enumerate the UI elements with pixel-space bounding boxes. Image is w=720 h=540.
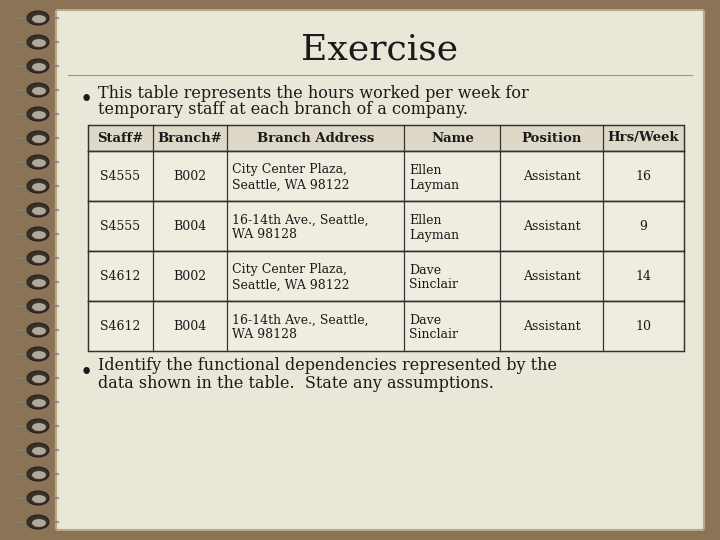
FancyBboxPatch shape: [56, 10, 704, 530]
Text: Dave: Dave: [410, 314, 441, 327]
Ellipse shape: [32, 423, 46, 431]
Ellipse shape: [27, 467, 49, 481]
Ellipse shape: [27, 203, 49, 217]
Text: 9: 9: [640, 219, 647, 233]
Ellipse shape: [27, 323, 49, 337]
Text: •: •: [80, 89, 94, 111]
Text: Name: Name: [431, 132, 474, 145]
Text: B004: B004: [174, 320, 207, 333]
FancyBboxPatch shape: [88, 201, 684, 251]
Text: 16-14th Ave., Seattle,: 16-14th Ave., Seattle,: [232, 314, 369, 327]
Text: Exercise: Exercise: [302, 33, 459, 67]
Text: 10: 10: [636, 320, 652, 333]
Text: City Center Plaza,: City Center Plaza,: [232, 264, 347, 276]
Ellipse shape: [27, 59, 49, 73]
Ellipse shape: [27, 299, 49, 313]
Text: S4612: S4612: [100, 320, 140, 333]
Ellipse shape: [27, 11, 49, 25]
Text: Branch#: Branch#: [158, 132, 222, 145]
Ellipse shape: [27, 419, 49, 433]
Text: temporary staff at each branch of a company.: temporary staff at each branch of a comp…: [98, 102, 468, 118]
Ellipse shape: [32, 159, 46, 167]
Ellipse shape: [27, 371, 49, 385]
Text: Sinclair: Sinclair: [410, 279, 459, 292]
Text: City Center Plaza,: City Center Plaza,: [232, 164, 347, 177]
Ellipse shape: [32, 63, 46, 71]
Ellipse shape: [32, 303, 46, 311]
Text: 16-14th Ave., Seattle,: 16-14th Ave., Seattle,: [232, 213, 369, 226]
Text: Ellen: Ellen: [410, 213, 442, 226]
Ellipse shape: [27, 131, 49, 145]
Ellipse shape: [27, 515, 49, 529]
Text: Seattle, WA 98122: Seattle, WA 98122: [232, 279, 350, 292]
Ellipse shape: [27, 179, 49, 193]
Ellipse shape: [27, 347, 49, 361]
Text: B004: B004: [174, 219, 207, 233]
Text: Ellen: Ellen: [410, 164, 442, 177]
FancyBboxPatch shape: [88, 125, 684, 151]
Text: Layman: Layman: [410, 179, 459, 192]
Ellipse shape: [32, 519, 46, 527]
Text: B002: B002: [174, 269, 207, 282]
Ellipse shape: [27, 227, 49, 241]
Ellipse shape: [27, 83, 49, 97]
Text: Hrs/Week: Hrs/Week: [608, 132, 680, 145]
Text: Assistant: Assistant: [523, 269, 580, 282]
Text: WA 98128: WA 98128: [232, 328, 297, 341]
Text: Layman: Layman: [410, 228, 459, 241]
Text: data shown in the table.  State any assumptions.: data shown in the table. State any assum…: [98, 375, 494, 392]
Text: Dave: Dave: [410, 264, 441, 276]
Ellipse shape: [32, 135, 46, 143]
Text: Assistant: Assistant: [523, 170, 580, 183]
Text: Identify the functional dependencies represented by the: Identify the functional dependencies rep…: [98, 357, 557, 375]
Text: B002: B002: [174, 170, 207, 183]
Text: •: •: [80, 362, 94, 384]
Ellipse shape: [32, 39, 46, 47]
Ellipse shape: [32, 399, 46, 407]
FancyBboxPatch shape: [88, 251, 684, 301]
Ellipse shape: [27, 275, 49, 289]
Ellipse shape: [32, 87, 46, 95]
Text: Seattle, WA 98122: Seattle, WA 98122: [232, 179, 350, 192]
Ellipse shape: [27, 107, 49, 121]
Ellipse shape: [32, 351, 46, 359]
Text: Assistant: Assistant: [523, 219, 580, 233]
Ellipse shape: [32, 471, 46, 479]
Ellipse shape: [27, 491, 49, 505]
Text: S4555: S4555: [100, 219, 140, 233]
Ellipse shape: [32, 15, 46, 23]
Ellipse shape: [32, 111, 46, 119]
Text: Position: Position: [522, 132, 582, 145]
Ellipse shape: [32, 375, 46, 383]
Ellipse shape: [32, 279, 46, 287]
Text: S4555: S4555: [100, 170, 140, 183]
Ellipse shape: [27, 395, 49, 409]
Ellipse shape: [27, 251, 49, 265]
Text: Assistant: Assistant: [523, 320, 580, 333]
Text: S4612: S4612: [100, 269, 140, 282]
Text: Sinclair: Sinclair: [410, 328, 459, 341]
Ellipse shape: [27, 155, 49, 169]
Text: Branch Address: Branch Address: [257, 132, 374, 145]
FancyBboxPatch shape: [88, 301, 684, 351]
Text: 14: 14: [636, 269, 652, 282]
Ellipse shape: [32, 207, 46, 215]
Text: This table represents the hours worked per week for: This table represents the hours worked p…: [98, 84, 528, 102]
Text: Staff#: Staff#: [97, 132, 143, 145]
Ellipse shape: [32, 231, 46, 239]
Ellipse shape: [32, 495, 46, 503]
Ellipse shape: [32, 183, 46, 191]
Text: WA 98128: WA 98128: [232, 228, 297, 241]
Ellipse shape: [32, 255, 46, 263]
FancyBboxPatch shape: [88, 151, 684, 201]
Ellipse shape: [27, 35, 49, 49]
Ellipse shape: [27, 443, 49, 457]
Ellipse shape: [32, 327, 46, 335]
Ellipse shape: [32, 447, 46, 455]
Text: 16: 16: [636, 170, 652, 183]
